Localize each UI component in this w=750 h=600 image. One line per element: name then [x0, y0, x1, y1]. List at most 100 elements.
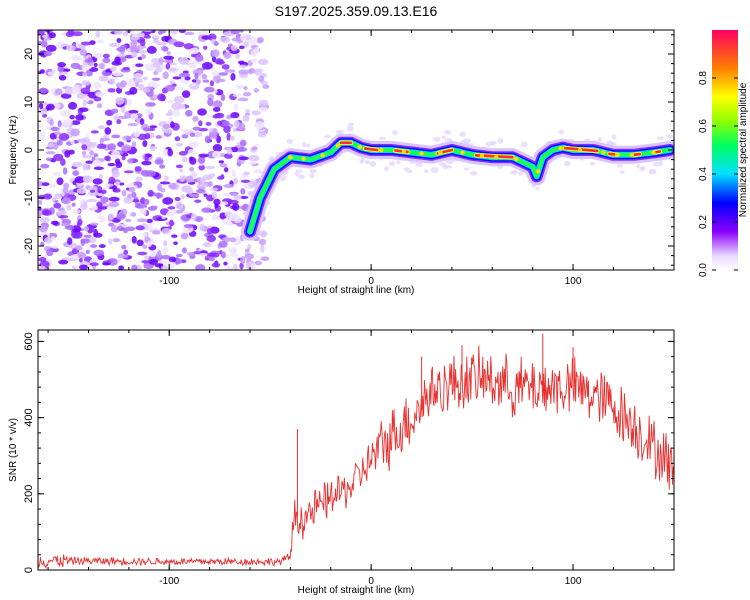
noise-blob: [132, 72, 143, 79]
noise-blob: [165, 84, 176, 92]
noise-blob: [248, 154, 260, 162]
noise-blob: [193, 178, 198, 183]
noise-blob: [157, 260, 168, 264]
noise-blob: [146, 46, 157, 54]
noise-blob: [95, 31, 101, 38]
halo-blob: [445, 165, 453, 169]
noise-blob: [186, 187, 194, 195]
noise-blob: [92, 178, 103, 185]
noise-blob: [50, 220, 59, 225]
halo-blob: [424, 169, 429, 174]
snr-x-axis-label: Height of straight line (km): [298, 585, 415, 596]
noise-blob: [159, 181, 171, 185]
noise-blob: [142, 140, 148, 148]
ridge-hot-red: [632, 152, 641, 157]
noise-blob: [136, 32, 145, 38]
noise-blob: [39, 69, 45, 74]
noise-blob: [98, 75, 109, 82]
noise-blob: [86, 198, 98, 203]
noise-blob: [131, 199, 140, 203]
noise-blob: [186, 251, 195, 256]
noise-blob: [91, 205, 98, 211]
noise-blob: [189, 166, 195, 172]
noise-blob: [114, 158, 121, 165]
noise-blob: [48, 32, 56, 39]
noise-blob: [178, 30, 186, 33]
noise-blob: [72, 57, 83, 61]
noise-blob: [251, 146, 258, 151]
noise-blob: [124, 226, 136, 232]
noise-blob: [121, 155, 126, 161]
noise-blob: [38, 87, 48, 93]
noise-blob: [58, 259, 69, 265]
halo-blob: [406, 169, 413, 174]
noise-blob: [114, 30, 124, 35]
halo-blob: [369, 161, 377, 167]
noise-blob: [58, 74, 67, 81]
noise-blob: [123, 249, 129, 255]
noise-blob: [218, 240, 228, 248]
noise-blob: [220, 93, 226, 102]
noise-blob: [135, 225, 145, 231]
noise-blob: [230, 73, 236, 81]
noise-blob: [239, 30, 244, 33]
noise-blob: [162, 46, 169, 52]
noise-blob: [80, 203, 88, 211]
noise-blob: [114, 56, 121, 65]
ridge-dot: [577, 147, 583, 153]
noise-blob: [212, 107, 221, 113]
noise-blob: [140, 53, 147, 60]
noise-blob: [53, 202, 62, 209]
noise-blob: [54, 88, 63, 96]
noise-blob: [204, 86, 215, 93]
noise-blob: [260, 244, 265, 253]
noise-blob: [256, 37, 264, 44]
noise-blob: [151, 77, 161, 81]
noise-blob: [196, 188, 206, 194]
noise-blob: [83, 225, 90, 232]
noise-blob: [222, 218, 232, 225]
ridge-dot: [419, 151, 424, 156]
noise-blob: [56, 177, 64, 186]
snr-frame: [37, 329, 675, 571]
snr-y-tick-label: 200: [23, 485, 35, 503]
noise-blob: [121, 244, 127, 250]
snr-panel: -100 0 100 0 200 400 600 Height of straight l…: [8, 329, 675, 596]
noise-blob: [192, 115, 199, 122]
noise-blob: [161, 215, 166, 220]
noise-blob: [89, 150, 95, 156]
noise-blob: [108, 201, 120, 208]
ridge-dot: [301, 156, 306, 161]
noise-blob: [198, 31, 210, 36]
colorbar-tick-label: 0.0: [698, 263, 709, 277]
noise-blob: [203, 45, 208, 50]
noise-blob: [136, 218, 148, 223]
noise-blob: [76, 222, 82, 227]
noise-blob: [259, 106, 268, 112]
noise-blob: [226, 132, 231, 141]
noise-blob: [223, 51, 232, 60]
noise-blob: [130, 113, 139, 120]
noise-blob: [174, 196, 181, 202]
noise-blob: [100, 196, 109, 203]
noise-blob: [107, 213, 115, 221]
noise-blob: [130, 212, 137, 217]
noise-blob: [251, 110, 261, 116]
noise-blob: [157, 30, 163, 35]
noise-blob: [131, 51, 138, 59]
noise-blob: [108, 238, 113, 245]
noise-blob: [184, 31, 195, 36]
snr-plot-area: [38, 333, 674, 570]
noise-blob: [65, 225, 75, 230]
halo-blob: [392, 130, 398, 136]
noise-blob: [233, 104, 239, 111]
snr-y-tick-label: 600: [23, 332, 35, 350]
noise-blob: [178, 151, 188, 156]
snr-y-tick-label: 0: [23, 567, 35, 573]
noise-blob: [156, 192, 161, 199]
noise-blob: [107, 162, 116, 167]
noise-blob: [180, 232, 189, 240]
noise-blob: [237, 60, 245, 65]
ridge-dot: [357, 144, 362, 150]
halo-blob: [619, 170, 625, 174]
